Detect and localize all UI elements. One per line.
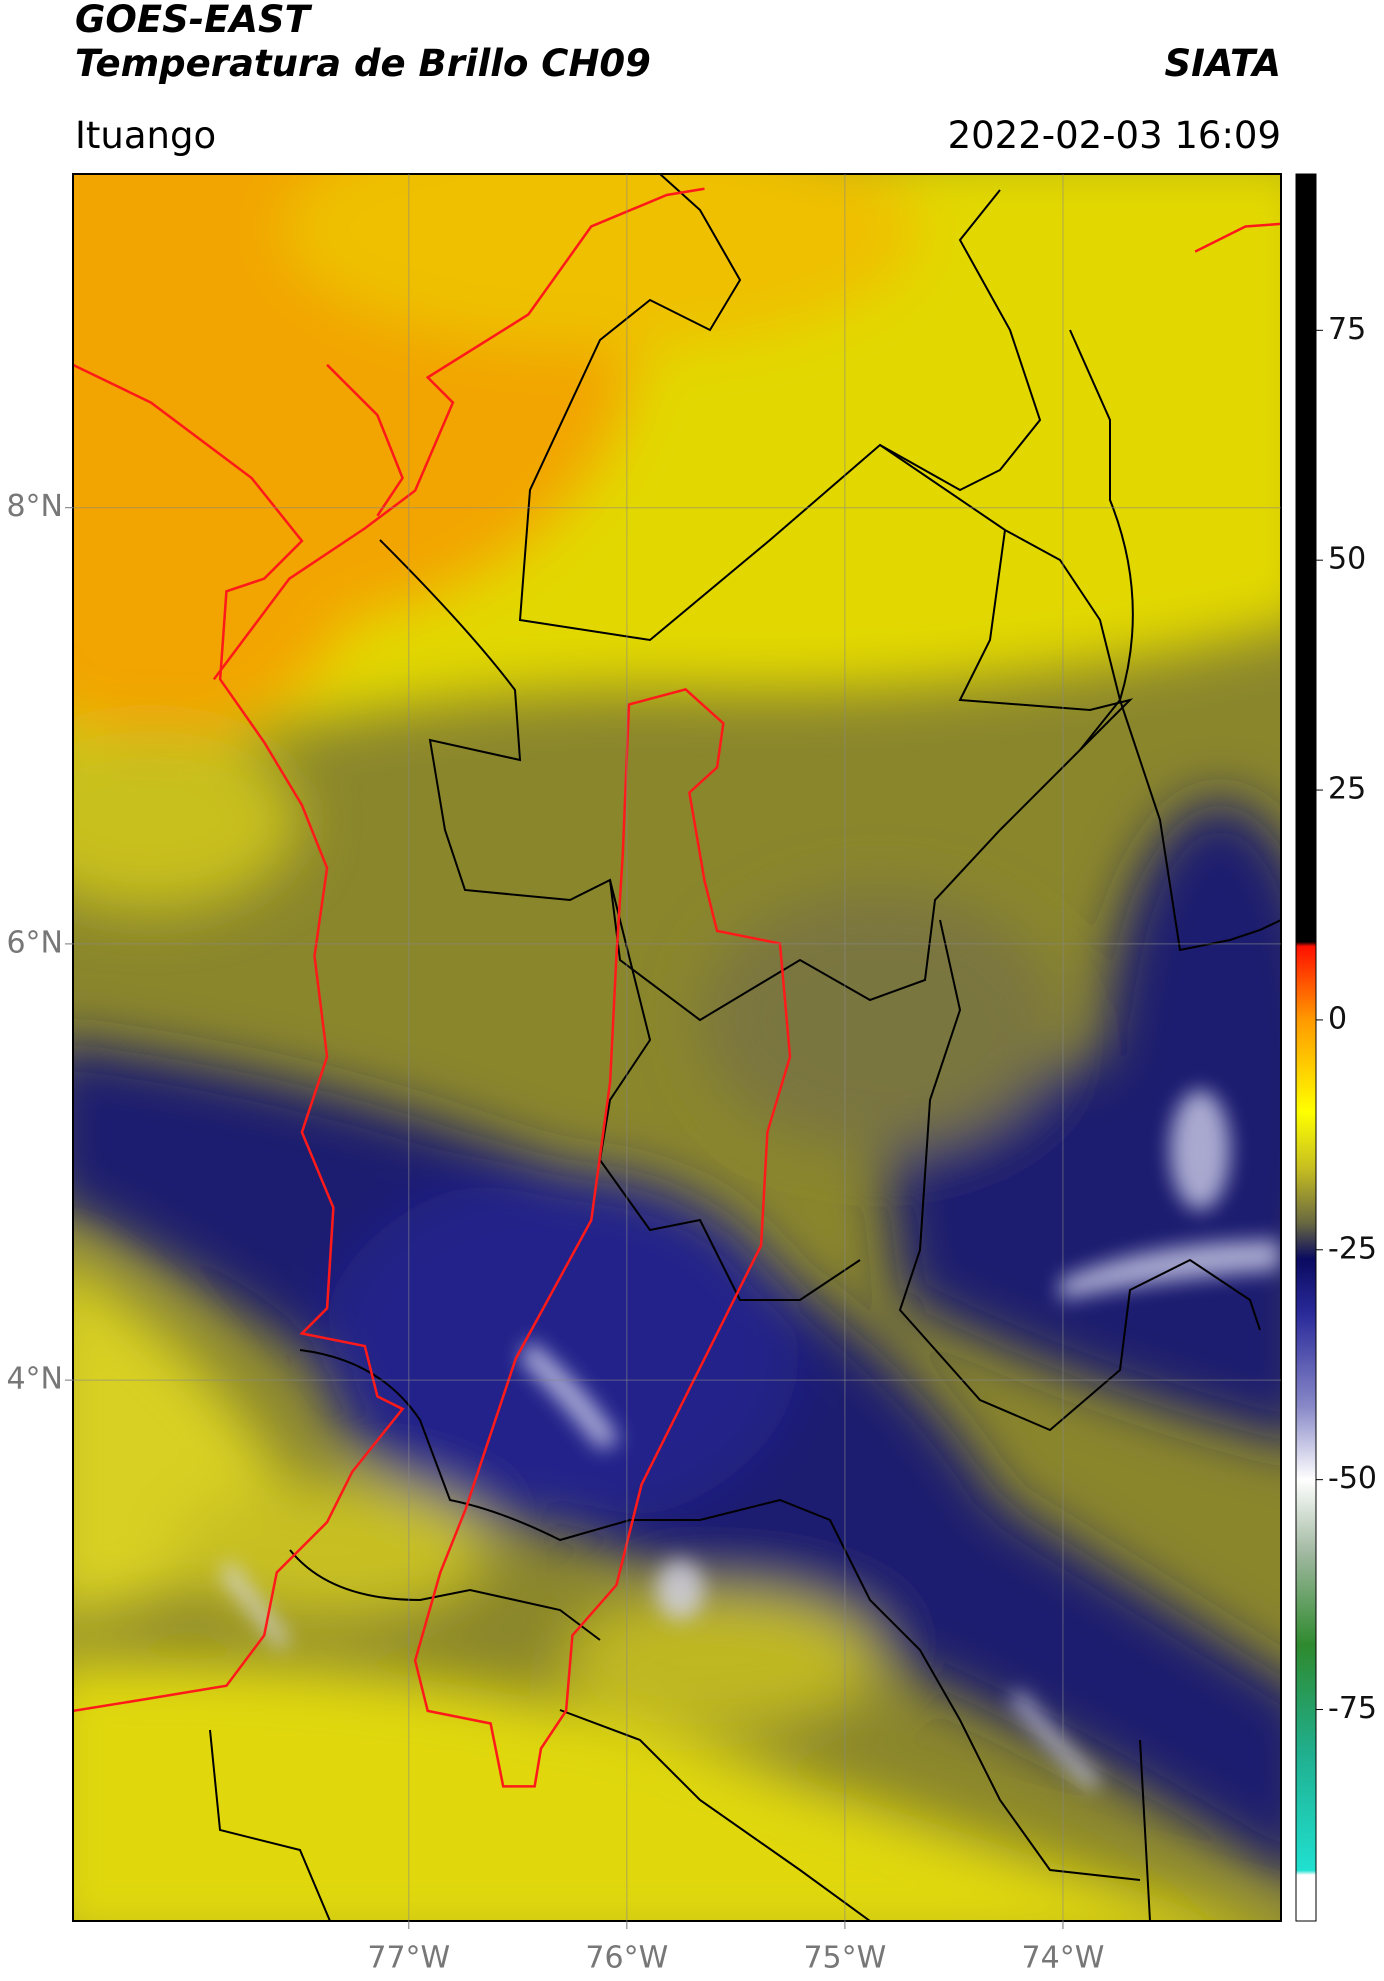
subtitle: Temperatura de Brillo CH09 xyxy=(75,42,651,85)
boundaries xyxy=(209,174,1281,1921)
credit: SIATA xyxy=(1164,42,1281,85)
y-tick-label: 6°N xyxy=(6,925,63,960)
colorbar-tick-label: -25 xyxy=(1328,1231,1377,1266)
location: Ituango xyxy=(75,114,216,157)
colorbar-tick-label: 0 xyxy=(1328,1001,1347,1036)
x-tick-label: 77°W xyxy=(367,1941,450,1976)
title: GOES-EAST xyxy=(75,0,313,41)
y-tick-label: 8°N xyxy=(6,489,63,524)
x-tick-label: 74°W xyxy=(1022,1941,1105,1976)
x-tick-label: 76°W xyxy=(585,1941,668,1976)
colorbar-tick-label: 75 xyxy=(1328,312,1366,347)
map-field xyxy=(73,174,1281,1921)
colorbar-tick-label: -75 xyxy=(1328,1691,1377,1726)
colorbar xyxy=(1295,173,1317,1922)
map-frame xyxy=(72,173,1282,1922)
timestamp: 2022-02-03 16:09 xyxy=(948,114,1281,157)
x-tick-label: 75°W xyxy=(803,1941,886,1976)
ituango-basin xyxy=(73,187,1281,1788)
colorbar-tick-label: 25 xyxy=(1328,772,1366,807)
colorbar-tick-label: -50 xyxy=(1328,1461,1377,1496)
y-tick-label: 4°N xyxy=(6,1362,63,1397)
colorbar-tick-label: 50 xyxy=(1328,542,1366,577)
